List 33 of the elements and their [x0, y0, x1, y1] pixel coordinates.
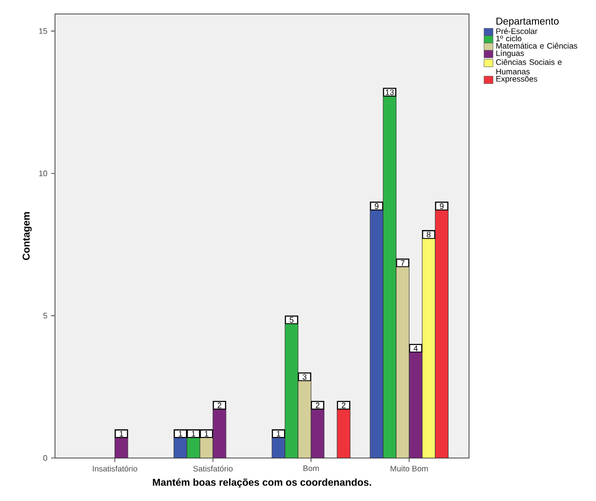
y-tick-label: 15: [39, 28, 48, 34]
x-axis-title: Mantém boas relações com os coordenandos.: [152, 478, 372, 488]
legend-label: Matemática e Ciências: [496, 42, 578, 49]
data-label: 7: [400, 260, 404, 266]
data-label: 13: [386, 89, 394, 96]
y-axis-title: Contagem: [22, 212, 32, 260]
y-tick-label: 5: [43, 312, 48, 318]
legend-label: Pré-Escolar: [496, 28, 538, 34]
x-tick-label: Bom: [303, 466, 319, 472]
data-label: 2: [218, 402, 222, 408]
data-label: 8: [426, 232, 431, 238]
data-label: 1: [120, 430, 124, 436]
legend-label: Expressões: [496, 76, 538, 84]
data-label: 1: [178, 430, 182, 436]
x-tick-label: Muito Bom: [390, 466, 428, 472]
legend-label: 1º ciclo: [496, 35, 522, 42]
data-label: 2: [342, 402, 346, 408]
data-label: 4: [414, 346, 418, 352]
data-label: 5: [290, 317, 294, 323]
data-label: 9: [440, 203, 444, 209]
data-label: 1: [204, 430, 208, 436]
legend-label: Ciências Sociais e Humanas: [496, 59, 562, 74]
data-label: 3: [302, 374, 306, 380]
data-label: 2: [316, 402, 320, 408]
data-label: 9: [374, 203, 378, 209]
x-tick-label: Satisfatório: [193, 466, 233, 472]
legend-label: Línguas: [496, 50, 524, 58]
y-tick-label: 0: [43, 455, 48, 461]
data-label: 1: [192, 430, 196, 436]
legend-title: Departamento: [496, 18, 559, 27]
data-label: 1: [276, 430, 280, 436]
y-tick-label: 10: [39, 170, 48, 176]
x-tick-label: Insatisfatório: [92, 466, 138, 472]
